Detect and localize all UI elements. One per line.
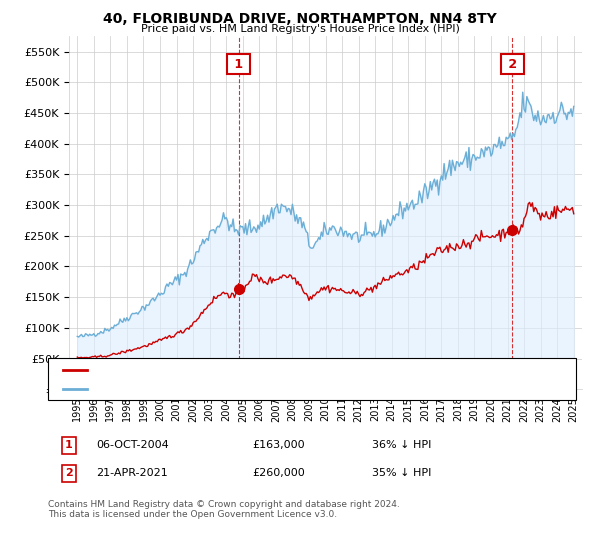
Text: Price paid vs. HM Land Registry's House Price Index (HPI): Price paid vs. HM Land Registry's House … [140,24,460,34]
Text: £163,000: £163,000 [252,440,305,450]
Text: 2: 2 [504,58,521,71]
Text: 40, FLORIBUNDA DRIVE, NORTHAMPTON, NN4 8TY (detached house): 40, FLORIBUNDA DRIVE, NORTHAMPTON, NN4 8… [93,365,448,375]
Text: 1: 1 [230,58,247,71]
Text: HPI: Average price, detached house, West Northamptonshire: HPI: Average price, detached house, West… [93,384,410,394]
Text: £260,000: £260,000 [252,468,305,478]
Text: 1: 1 [65,440,73,450]
Text: 06-OCT-2004: 06-OCT-2004 [96,440,169,450]
Text: Contains HM Land Registry data © Crown copyright and database right 2024.
This d: Contains HM Land Registry data © Crown c… [48,500,400,519]
Text: 21-APR-2021: 21-APR-2021 [96,468,168,478]
Text: 35% ↓ HPI: 35% ↓ HPI [372,468,431,478]
Text: 36% ↓ HPI: 36% ↓ HPI [372,440,431,450]
Text: 40, FLORIBUNDA DRIVE, NORTHAMPTON, NN4 8TY: 40, FLORIBUNDA DRIVE, NORTHAMPTON, NN4 8… [103,12,497,26]
Text: 2: 2 [65,468,73,478]
